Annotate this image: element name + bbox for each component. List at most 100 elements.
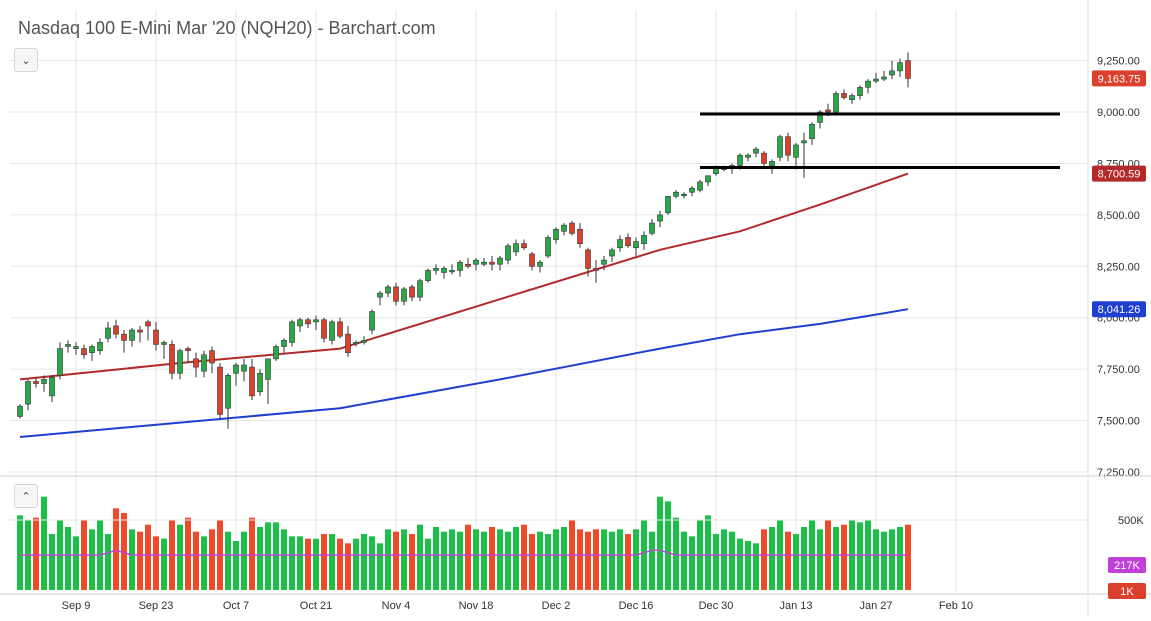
volume-bar-up <box>545 534 551 590</box>
candle-up <box>425 270 431 281</box>
volume-bar-up <box>505 531 511 590</box>
volume-bar-up <box>705 515 711 590</box>
volume-bar-up <box>665 501 671 590</box>
volume-bar-up <box>401 529 407 590</box>
candle-up <box>705 175 711 183</box>
volume-bar-up <box>657 496 663 590</box>
candle-up <box>97 342 103 351</box>
candle-up <box>681 193 687 197</box>
volume-bar-down <box>409 534 415 590</box>
x-tick-label: Oct 21 <box>300 600 332 612</box>
volume-label-box-volume_avg <box>1108 557 1146 573</box>
candle-down <box>345 333 351 353</box>
volume-bar-up <box>273 522 279 590</box>
volume-bar-up <box>177 524 183 590</box>
volume-bar-up <box>681 531 687 590</box>
volume-bar-up <box>553 529 559 590</box>
candle-down <box>209 350 215 364</box>
x-tick-label: Dec 16 <box>619 600 654 612</box>
candle-up <box>449 270 455 273</box>
volume-bar-up <box>721 529 727 590</box>
price-label-box-sma50 <box>1092 165 1146 182</box>
volume-bar-up <box>601 529 607 590</box>
volume-label-box-volume_last <box>1108 583 1146 599</box>
collapse-main-button[interactable]: ⌄ <box>14 48 38 72</box>
candle-down <box>81 348 87 356</box>
volume-bar-up <box>17 515 23 590</box>
y-tick-label: 7,500.00 <box>1097 416 1140 428</box>
sma200-line <box>19 308 909 438</box>
candle-down <box>841 93 847 98</box>
candle-up <box>857 87 863 96</box>
candle-up <box>41 379 47 384</box>
volume-bar-up <box>457 531 463 590</box>
volume-bar-up <box>729 531 735 590</box>
candle-up <box>17 405 23 417</box>
candle-up <box>745 154 751 158</box>
candle-down <box>825 109 831 113</box>
y-tick-label: 8,500.00 <box>1097 210 1140 222</box>
volume-bar-up <box>161 538 167 590</box>
volume-bar-up <box>129 529 135 590</box>
candle-up <box>49 377 55 397</box>
price-label-box-sma200 <box>1092 301 1146 318</box>
candle-up <box>817 111 823 123</box>
candle-up <box>601 259 607 265</box>
candle-up <box>441 268 447 273</box>
candle-up <box>897 62 903 72</box>
candle-up <box>865 80 871 88</box>
candle-up <box>649 222 655 234</box>
volume-bar-up <box>689 536 695 590</box>
volume-bar-up <box>281 529 287 590</box>
volume-bars <box>17 496 911 590</box>
candle-up <box>25 381 31 405</box>
candle-up <box>481 261 487 265</box>
volume-bar-up <box>105 534 111 590</box>
volume-bar-up <box>361 534 367 590</box>
volume-bar-up <box>49 534 55 590</box>
volume-bar-down <box>905 524 911 590</box>
volume-bar-up <box>673 517 679 590</box>
volume-bar-up <box>817 529 823 590</box>
y-tick-label: 8,250.00 <box>1097 261 1140 273</box>
candle-up <box>809 124 815 140</box>
volume-bar-down <box>593 529 599 590</box>
volume-bar-up <box>89 529 95 590</box>
candle-up <box>689 187 695 193</box>
candle-up <box>161 342 167 345</box>
candle-up <box>177 350 183 374</box>
candle-down <box>185 348 191 351</box>
candle-down <box>529 253 535 267</box>
candle-down <box>577 228 583 244</box>
chart-title: Nasdaq 100 E-Mini Mar '20 (NQH20) - Barc… <box>18 18 436 38</box>
collapse-volume-button[interactable]: ⌃ <box>14 484 38 508</box>
candle-up <box>105 327 111 339</box>
volume-bar-up <box>737 538 743 590</box>
candle-up <box>401 288 407 302</box>
chevron-up-icon: ⌃ <box>21 490 31 503</box>
volume-bar-up <box>481 531 487 590</box>
candle-up <box>73 346 79 349</box>
candle-down <box>121 333 127 341</box>
candle-down <box>521 243 527 249</box>
candle-up <box>369 311 375 331</box>
x-tick-label: Nov 4 <box>382 600 411 612</box>
volume-bar-up <box>297 536 303 590</box>
volume-bar-down <box>145 524 151 590</box>
volume-bar-up <box>641 520 647 590</box>
volume-bar-up <box>241 531 247 590</box>
candle-up <box>289 321 295 343</box>
candle-down <box>409 286 415 298</box>
y-tick-label: 7,750.00 <box>1097 364 1140 376</box>
x-tick-label: Dec 30 <box>699 600 734 612</box>
candle-down <box>217 366 223 415</box>
volume-bar-up <box>353 538 359 590</box>
candle-up <box>201 354 207 372</box>
candle-up <box>257 372 263 393</box>
volume-bar-down <box>209 529 215 590</box>
candle-up <box>657 214 663 222</box>
volume-bar-up <box>73 536 79 590</box>
candle-up <box>769 161 775 166</box>
candle-up <box>801 140 807 144</box>
